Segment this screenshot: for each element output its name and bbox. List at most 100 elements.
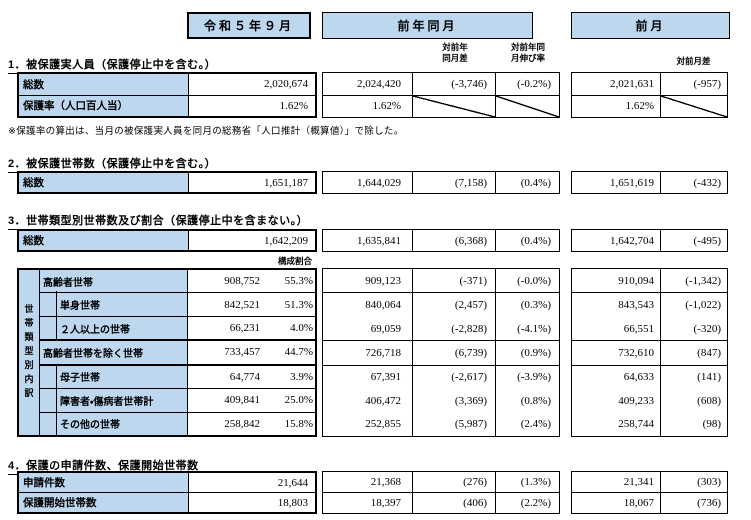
household-type-side-label: 世帯類型別内訳 [19, 270, 40, 435]
value-cell: 64,774 [229, 370, 260, 383]
value-cell: 18,397 [323, 493, 413, 513]
diff-cell: (-1,022) [685, 299, 721, 312]
section4-prev-month-table: 21,341 (303) 18,067 (736) [571, 471, 728, 514]
rate-cell: (1.3%) [520, 476, 551, 488]
value-cell: 21,341 [572, 472, 661, 492]
rate-cell: (-0.0%) [517, 274, 551, 287]
rate-cell: (2.2%) [520, 497, 551, 509]
row-label: 総数 [19, 173, 189, 192]
section4-prev-year-table: 21,368 (276) (1.3%) 18,397 (406) (2.2%) [322, 471, 560, 514]
table-row: 21,368 (276) (1.3%) [323, 472, 559, 492]
value-cell: 406,472 [323, 389, 413, 413]
diff-cell: (98) [702, 418, 721, 431]
value-cell: 258,744 [572, 412, 661, 436]
table-row: 732,610 (847) [572, 340, 727, 365]
value-cell: 258,842 [224, 417, 260, 430]
value-cell: 21,644 [277, 476, 308, 489]
row-label: 母子世帯 [40, 363, 188, 391]
col-header-line: 対前年 [442, 42, 468, 52]
rate-cell: (0.3%) [520, 299, 551, 312]
col-header-line: 対前月差 [676, 56, 711, 66]
table-row: 保護開始世帯数 18,803 [19, 492, 315, 512]
prev-year-month-box: 前年同月 [322, 12, 533, 39]
prev-month-label: 前月 [635, 19, 666, 33]
diff-cell: (3,369) [413, 389, 496, 413]
table-row: 1,644,029 (7,158) (0.4%) [323, 172, 559, 193]
share-cell: 15.8% [284, 417, 313, 430]
value-cell: 1,651,187 [264, 176, 308, 189]
table-row: 66,551 (-320) [572, 316, 727, 341]
row-label: 保護開始世帯数 [19, 493, 189, 512]
table-row: 726,718 (6,739) (0.9%) [323, 340, 559, 365]
row-label: 高齢者世帯を除く世帯 [40, 341, 188, 364]
table-row: 64,633 (141) [572, 364, 727, 390]
value-cell: 1.62% [572, 95, 661, 117]
section2-prev-year-table: 1,644,029 (7,158) (0.4%) [322, 171, 560, 194]
section3-title: 3．世帯類型別世帯数及び割合（保護停止中を含まない。） [8, 212, 309, 230]
diff-cell: (847) [697, 346, 721, 359]
row-label: 高齢者世帯 [40, 270, 188, 293]
value-cell: 69,059 [323, 316, 413, 341]
diff-cell: (-2,828) [413, 316, 496, 341]
rate-cell: (0.9%) [520, 346, 551, 359]
diff-cell: (2,457) [413, 293, 496, 317]
row-label: 申請件数 [19, 473, 189, 492]
table-row: 1,635,841 (6,368) (0.4%) [323, 230, 559, 251]
value-cell: 842,521 [224, 298, 260, 311]
table-row: 1.62% [323, 94, 559, 117]
table-row: 67,391 (-2,617) (-3.9%) [323, 364, 559, 390]
value-cell: 64,633 [572, 365, 661, 390]
rate-cell: (-4.1%) [517, 322, 551, 335]
diff-cell: (5,987) [413, 412, 496, 436]
section3-detail-prev-month-table: 910,094 (-1,342) 843,543 (-1,022) 66,551… [571, 268, 728, 437]
share-cell: 44.7% [284, 346, 313, 359]
diff-cell: (-495) [693, 234, 722, 247]
col-header-diff-prev-year: 対前年 同月差 [413, 42, 497, 64]
diff-cell: (608) [697, 394, 721, 407]
value-cell: 67,391 [323, 365, 413, 390]
no-data-diagonal-cell [661, 95, 727, 117]
col-header-rate-prev-year: 対前年同 月伸び率 [495, 42, 561, 64]
diff-cell: (-432) [693, 176, 722, 189]
row-label: 単身世帯 [40, 291, 188, 319]
value-cell: 2,024,420 [323, 73, 413, 95]
no-data-diagonal-cell [496, 95, 559, 117]
table-row: 母子世帯 64,774 3.9% [40, 363, 315, 391]
table-row: 18,397 (406) (2.2%) [323, 492, 559, 513]
table-row: 単身世帯 842,521 51.3% [40, 291, 315, 319]
diff-cell: (303) [697, 476, 721, 488]
share-cell: 51.3% [284, 298, 313, 311]
section1-prev-month-table: 2,021,631 (-957) 1.62% [571, 72, 728, 118]
value-cell: 1,642,209 [264, 234, 308, 247]
table-row: 保護率（人口百人当） 1.62% [19, 94, 315, 116]
row-label: 障害者・傷病者世帯計 [40, 387, 188, 414]
rate-cell: (0.4%) [520, 176, 551, 189]
section4-main-table: 申請件数 21,644 保護開始世帯数 18,803 [17, 471, 317, 514]
diff-cell: (406) [413, 493, 496, 513]
col-header-diff-prev-month: 対前月差 [660, 56, 727, 67]
col-header-line: 同月差 [442, 53, 468, 64]
value-cell: 910,094 [572, 269, 661, 293]
row-label: 総数 [19, 231, 189, 250]
prev-year-month-label: 前年同月 [397, 19, 458, 33]
value-cell: 1,651,619 [572, 172, 661, 193]
section3-total-prev-month-table: 1,642,704 (-495) [571, 229, 728, 252]
table-row: 409,233 (608) [572, 389, 727, 413]
section1-prev-year-table: 2,024,420 (-3,746) (-0.2%) 1.62% [322, 72, 560, 118]
table-row: 1,642,704 (-495) [572, 230, 727, 251]
diff-cell: (-1,342) [685, 274, 721, 287]
table-row: 910,094 (-1,342) [572, 269, 727, 293]
section3-detail-table: 世帯類型別内訳 高齢者世帯 908,752 55.3% 単身世帯 842,521 5… [17, 268, 317, 438]
rate-cell: (0.8%) [520, 394, 551, 407]
value-cell: 66,231 [229, 322, 260, 335]
diff-cell: (276) [413, 472, 496, 492]
table-row: 18,067 (736) [572, 492, 727, 513]
diff-cell: (-957) [693, 77, 722, 90]
diff-cell: (736) [697, 497, 721, 509]
value-cell: 18,067 [572, 493, 661, 513]
table-row: 2,021,631 (-957) [572, 73, 727, 95]
table-row: 843,543 (-1,022) [572, 292, 727, 317]
value-cell: 66,551 [572, 316, 661, 341]
table-row: 1,651,619 (-432) [572, 172, 727, 193]
